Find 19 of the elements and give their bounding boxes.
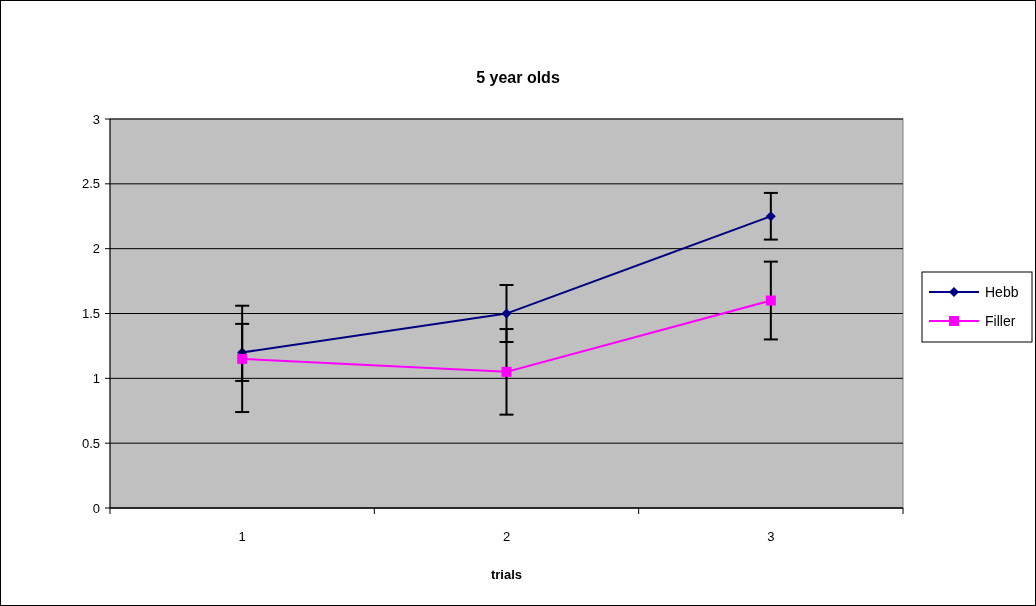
y-tick-label: 0 bbox=[92, 500, 100, 516]
x-tick-label: 3 bbox=[767, 529, 775, 544]
legend-label: Filler bbox=[985, 312, 1016, 329]
point bbox=[501, 308, 512, 319]
legend-label: Hebb bbox=[985, 283, 1019, 300]
y-tick-label: 0.5 bbox=[81, 435, 100, 451]
y-tick-label: 1.5 bbox=[81, 306, 100, 322]
y-tick-label: 2.5 bbox=[81, 176, 100, 192]
chart-title: 5 year olds bbox=[476, 69, 560, 86]
x-axis-title: trials bbox=[490, 567, 523, 582]
point bbox=[501, 366, 512, 377]
point bbox=[237, 353, 248, 364]
y-tick-label: 2 bbox=[92, 241, 100, 257]
point bbox=[765, 211, 776, 222]
y-tick-label: 3 bbox=[92, 111, 100, 127]
x-tick-label: 1 bbox=[238, 529, 246, 544]
y-tick-label: 1 bbox=[92, 370, 100, 386]
x-tick-label: 2 bbox=[502, 529, 511, 544]
point bbox=[765, 295, 776, 306]
